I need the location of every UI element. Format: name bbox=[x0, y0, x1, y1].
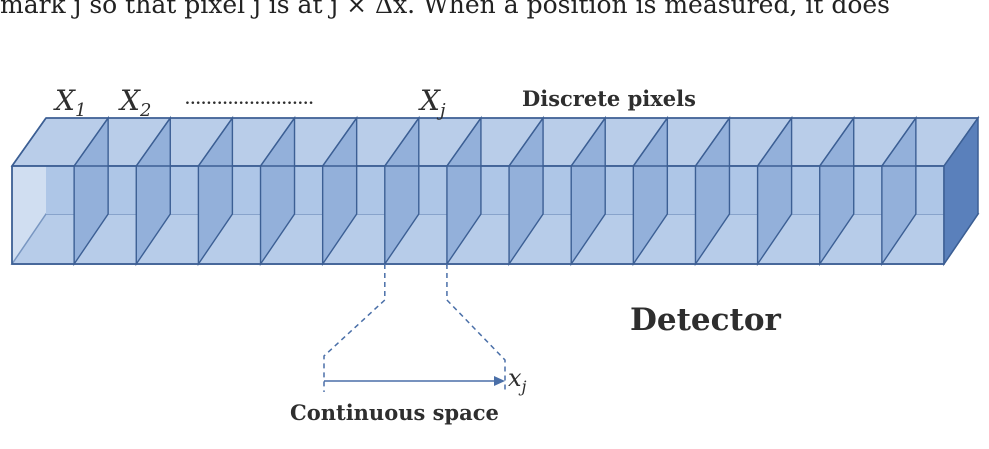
projection-right-dash bbox=[446, 264, 506, 392]
detector-label: Detector bbox=[630, 302, 782, 338]
continuous-projection bbox=[323, 264, 506, 392]
continuous-arrow-head bbox=[494, 376, 505, 386]
top-edge-line bbox=[570, 117, 606, 167]
left-top-edge bbox=[11, 117, 47, 167]
continuous-xj-label: xj bbox=[508, 364, 527, 396]
pixel-label-x2: X2 bbox=[118, 84, 151, 121]
top-edge-line bbox=[446, 117, 482, 167]
top-edge-line bbox=[322, 117, 358, 167]
top-edge-line bbox=[694, 117, 731, 167]
continuous-space-label: Continuous space bbox=[290, 400, 499, 425]
pixel-partitions bbox=[11, 115, 979, 267]
top-edge-line bbox=[384, 117, 420, 167]
top-edge-line bbox=[632, 117, 668, 167]
discrete-pixels-label: Discrete pixels bbox=[522, 86, 696, 111]
top-edge-line bbox=[259, 117, 296, 167]
top-edge-line bbox=[135, 117, 171, 167]
projection-left-dash bbox=[323, 264, 386, 392]
cropped-body-text: mark j so that pixel j is at j × Δx. Whe… bbox=[0, 0, 891, 19]
top-edge-line bbox=[508, 117, 544, 167]
top-edge-line bbox=[881, 117, 917, 167]
end-face bbox=[943, 115, 979, 267]
top-edge-line bbox=[819, 117, 855, 167]
pixel-label-ellipsis: ........................ bbox=[185, 92, 314, 108]
top-edge-line bbox=[197, 117, 233, 167]
pixel-label-xj: Xj bbox=[418, 84, 446, 121]
top-edge-line bbox=[757, 117, 793, 167]
pixel-label-x1: X1 bbox=[53, 84, 86, 121]
top-edge-line bbox=[73, 117, 109, 167]
